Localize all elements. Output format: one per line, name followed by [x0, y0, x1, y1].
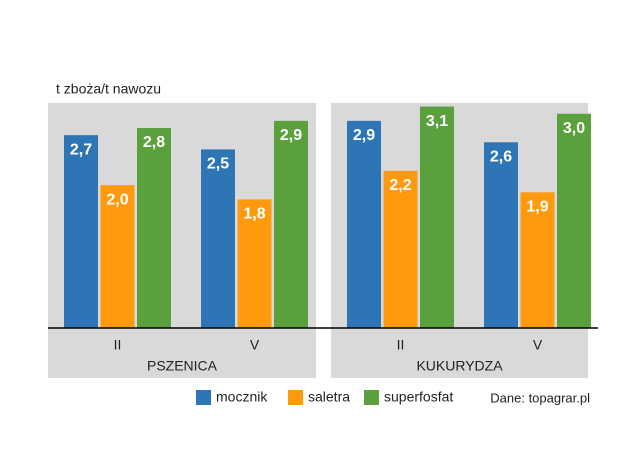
bar: [237, 199, 272, 328]
legend-label: saletra: [308, 389, 350, 405]
x-tick-label: II: [397, 337, 405, 353]
bar: [557, 113, 591, 328]
value-label: 2,5: [207, 156, 229, 173]
x-tick-label: V: [533, 337, 543, 353]
source-note: Dane: topagrar.pl: [490, 390, 590, 405]
bar: [520, 192, 555, 328]
value-label: 3,0: [563, 120, 585, 137]
legend-swatch: [196, 390, 211, 405]
bar: [484, 142, 518, 328]
legend-label: superfosfat: [384, 389, 453, 405]
value-label: 2,2: [389, 177, 411, 194]
x-tick-label: V: [250, 337, 260, 353]
bar: [137, 128, 171, 328]
value-label: 2,7: [70, 141, 92, 158]
value-label: 1,8: [243, 206, 265, 223]
bar: [420, 106, 454, 328]
legend-swatch: [364, 390, 379, 405]
bar: [274, 120, 308, 328]
value-label: 2,9: [280, 127, 302, 144]
bar: [347, 120, 381, 328]
bar: [64, 135, 98, 328]
y-axis-label: t zboża/t nawozu: [56, 81, 161, 97]
value-label: 2,0: [106, 191, 128, 208]
bar: [100, 185, 135, 328]
value-label: 3,1: [426, 113, 448, 130]
legend-swatch: [288, 390, 303, 405]
value-label: 1,9: [526, 199, 548, 216]
bar: [201, 149, 235, 328]
value-label: 2,9: [353, 127, 375, 144]
legend-label: mocznik: [216, 389, 268, 405]
panel-title: KUKURYDZA: [416, 358, 503, 374]
panel-title: PSZENICA: [147, 358, 218, 374]
x-tick-label: II: [114, 337, 122, 353]
bar: [383, 170, 418, 328]
value-label: 2,8: [143, 134, 165, 151]
value-label: 2,6: [490, 149, 512, 166]
